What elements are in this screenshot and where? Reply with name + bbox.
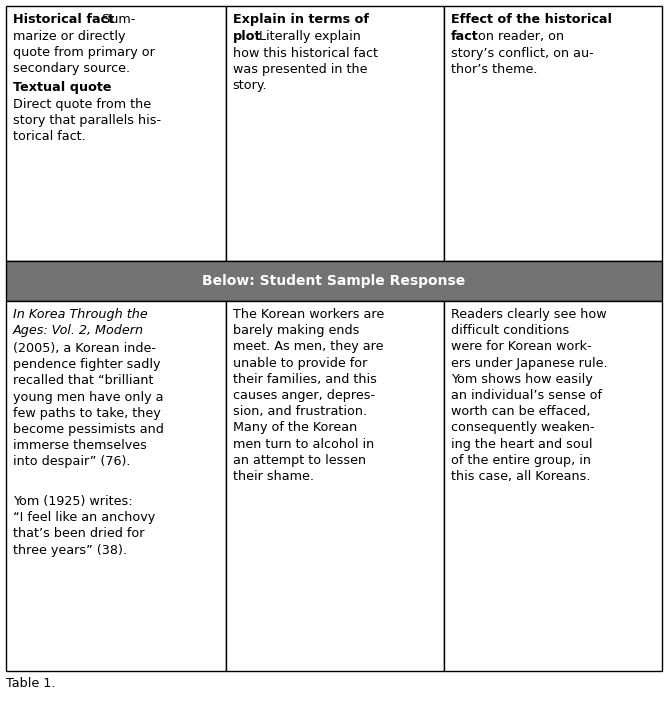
Bar (444, 6, 662, 261)
Text: Historical fact: Historical fact (13, 13, 114, 26)
Text: Yom (1925) writes:
“I feel like an anchovy
that’s been dried for
three years” (3: Yom (1925) writes: “I feel like an ancho… (13, 495, 155, 556)
Text: Effect of the historical: Effect of the historical (451, 13, 612, 26)
Bar (226, 301, 444, 671)
Text: how this historical fact
was presented in the
story.: how this historical fact was presented i… (232, 47, 378, 93)
Text: story’s conflict, on au-
thor’s theme.: story’s conflict, on au- thor’s theme. (451, 47, 594, 76)
Bar (226, 6, 444, 261)
Text: Readers clearly see how
difficult conditions
were for Korean work-
ers under Jap: Readers clearly see how difficult condit… (451, 308, 608, 483)
Text: marize or directly
quote from primary or
secondary source.: marize or directly quote from primary or… (13, 30, 155, 76)
Text: Textual quote: Textual quote (13, 81, 112, 94)
Text: Table 1.: Table 1. (6, 677, 55, 690)
Bar (6, 261, 662, 301)
Text: Below: Student Sample Response: Below: Student Sample Response (202, 274, 466, 288)
Text: Sum-: Sum- (98, 13, 136, 26)
Text: plot: plot (232, 30, 261, 43)
Text: (2005), a Korean inde-
pendence fighter sadly
recalled that “brilliant
young men: (2005), a Korean inde- pendence fighter … (13, 342, 164, 469)
Text: on reader, on: on reader, on (474, 30, 564, 43)
Bar (6, 301, 226, 671)
Text: In Korea Through the
Ages: Vol. 2, Modern: In Korea Through the Ages: Vol. 2, Moder… (13, 308, 148, 337)
Bar (6, 6, 226, 261)
Text: Direct quote from the
story that parallels his-
torical fact.: Direct quote from the story that paralle… (13, 98, 161, 144)
Text: Literally explain: Literally explain (255, 30, 361, 43)
Text: fact: fact (451, 30, 479, 43)
Bar (444, 301, 662, 671)
Text: The Korean workers are
barely making ends
meet. As men, they are
unable to provi: The Korean workers are barely making end… (232, 308, 384, 483)
Text: Explain in terms of: Explain in terms of (232, 13, 369, 26)
